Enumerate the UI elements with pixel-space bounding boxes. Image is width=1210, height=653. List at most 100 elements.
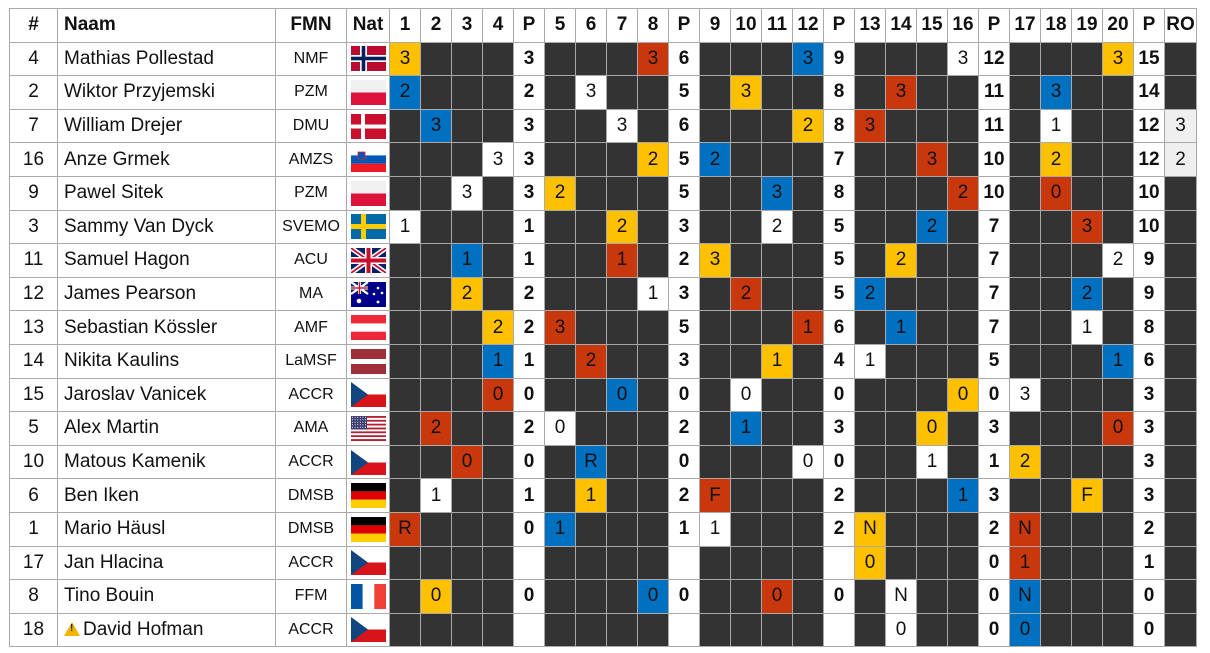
points-cell: 12	[1133, 108, 1165, 144]
heat-cell: 3	[1102, 41, 1134, 77]
heat-cell: 3	[1040, 75, 1072, 110]
heat-cell	[792, 209, 824, 245]
points-cell: 0	[978, 579, 1010, 614]
points-cell: 0	[978, 377, 1010, 413]
heat-cell	[1102, 579, 1134, 614]
heat-cell	[1040, 478, 1072, 513]
rider-name: Anze Grmek	[64, 148, 170, 170]
rider-position: 7	[9, 108, 58, 144]
heat-cell	[916, 343, 948, 379]
heat-cell: 2	[637, 142, 669, 177]
heat-cell	[482, 545, 514, 581]
nationality-cell	[346, 75, 390, 110]
points-cell: 3	[978, 478, 1010, 513]
runoff-cell	[1164, 411, 1197, 446]
col-points: P	[1133, 8, 1165, 43]
col-heat-15: 15	[916, 8, 948, 43]
points-cell	[513, 612, 545, 648]
heat-cell	[885, 276, 917, 312]
col-heat-16: 16	[947, 8, 979, 43]
heat-cell	[792, 511, 824, 547]
col-heat-12: 12	[792, 8, 824, 43]
heat-cell	[885, 478, 917, 513]
col-heat-4: 4	[482, 8, 514, 43]
heat-cell	[606, 579, 638, 614]
heat-cell	[451, 478, 483, 513]
heat-cell: 0	[761, 579, 793, 614]
heat-cell	[947, 276, 979, 312]
table-row: 16 Anze Grmek AMZS 3 3 2 5 2 7 3 10 2 12 2	[9, 142, 1197, 177]
heat-cell	[637, 377, 669, 413]
points-cell: 1	[668, 511, 700, 547]
heat-cell	[637, 343, 669, 379]
czech-flag	[350, 617, 386, 643]
heat-cell	[637, 75, 669, 110]
heat-cell	[854, 243, 886, 278]
heat-cell	[916, 41, 948, 77]
rider-federation: DMU	[275, 108, 347, 144]
heat-cell: 1	[544, 511, 576, 547]
heat-cell	[451, 142, 483, 177]
heat-cell: 2	[916, 209, 948, 245]
table-row: 8 Tino Bouin FFM 0 0 0 0 0 0 N 0 N 0	[9, 579, 1197, 614]
heat-cell	[1040, 579, 1072, 614]
heat-cell: 1	[575, 478, 607, 513]
col-heat-8: 8	[637, 8, 669, 43]
col-fmn: FMN	[275, 8, 347, 43]
heat-cell: N	[1009, 579, 1041, 614]
points-cell: 10	[978, 142, 1010, 177]
heat-cell	[885, 444, 917, 480]
heat-cell: 3	[916, 142, 948, 177]
rider-name: Sammy Van Dyck	[64, 215, 214, 237]
heat-cell	[699, 411, 731, 446]
heat-cell	[761, 276, 793, 312]
heat-cell	[451, 511, 483, 547]
points-cell: 8	[1133, 310, 1165, 345]
heat-cell: 3	[854, 108, 886, 144]
heat-cell	[637, 612, 669, 648]
heat-cell	[730, 545, 762, 581]
col-nat: Nat	[346, 8, 390, 43]
heat-cell	[482, 108, 514, 144]
heat-cell	[1071, 142, 1103, 177]
points-cell: 2	[823, 511, 855, 547]
heat-cell	[544, 579, 576, 614]
col-heat-19: 19	[1071, 8, 1103, 43]
heat-cell	[420, 75, 452, 110]
heat-cell	[420, 310, 452, 345]
heat-cell: 1	[947, 478, 979, 513]
points-cell: 7	[978, 243, 1010, 278]
heat-cell	[854, 142, 886, 177]
heat-cell	[730, 209, 762, 245]
heat-cell	[637, 209, 669, 245]
points-cell: 3	[1133, 444, 1165, 480]
rider-name: Tino Bouin	[64, 585, 155, 607]
rider-position: 4	[9, 41, 58, 77]
nationality-cell	[346, 411, 390, 446]
col-heat-1: 1	[389, 8, 421, 43]
points-cell: 7	[978, 310, 1010, 345]
heat-cell	[854, 175, 886, 211]
heat-cell	[854, 310, 886, 345]
points-cell: 6	[1133, 343, 1165, 379]
rider-name: William Drejer	[64, 115, 183, 137]
heat-cell	[1009, 411, 1041, 446]
heat-cell: 3	[451, 175, 483, 211]
points-cell	[513, 545, 545, 581]
heat-cell	[606, 75, 638, 110]
heat-cell	[389, 377, 421, 413]
heat-cell: 1	[1040, 108, 1072, 144]
heat-cell: 0	[451, 444, 483, 480]
points-cell: 0	[513, 444, 545, 480]
points-cell: 5	[823, 243, 855, 278]
runoff-cell	[1164, 75, 1197, 110]
heat-cell	[916, 511, 948, 547]
points-cell: 3	[513, 108, 545, 144]
points-cell	[823, 612, 855, 648]
warning-icon	[64, 621, 80, 636]
table-row: 1 Mario Häusl DMSB R 0 1 1 1 2 N 2 N 2	[9, 511, 1197, 547]
points-cell: 10	[1133, 175, 1165, 211]
runoff-cell	[1164, 444, 1197, 480]
heat-cell	[1009, 276, 1041, 312]
heat-cell: 2	[575, 343, 607, 379]
